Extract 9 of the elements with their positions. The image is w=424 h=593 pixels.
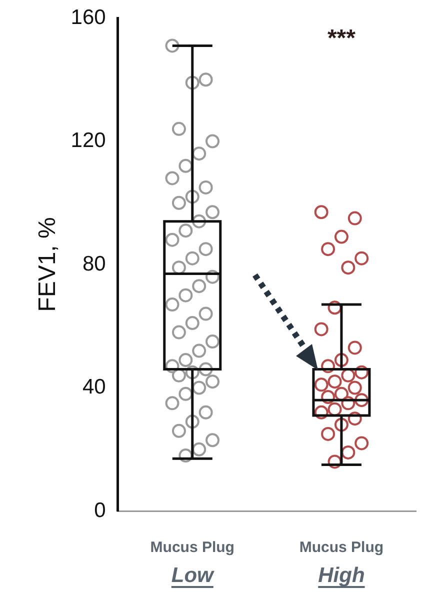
y-tick-label: 80 <box>82 252 106 276</box>
y-axis-title: FEV1, % <box>34 217 62 312</box>
y-tick-label: 160 <box>70 6 106 29</box>
y-tick-label: 40 <box>82 376 106 399</box>
y-tick-label: 0 <box>94 498 106 522</box>
annotation: *** <box>327 25 356 52</box>
x-tick-label: Mucus Plug Low <box>150 539 234 587</box>
y-tick-label: 120 <box>70 129 106 152</box>
x-tick-label: Mucus Plug High <box>299 539 384 587</box>
